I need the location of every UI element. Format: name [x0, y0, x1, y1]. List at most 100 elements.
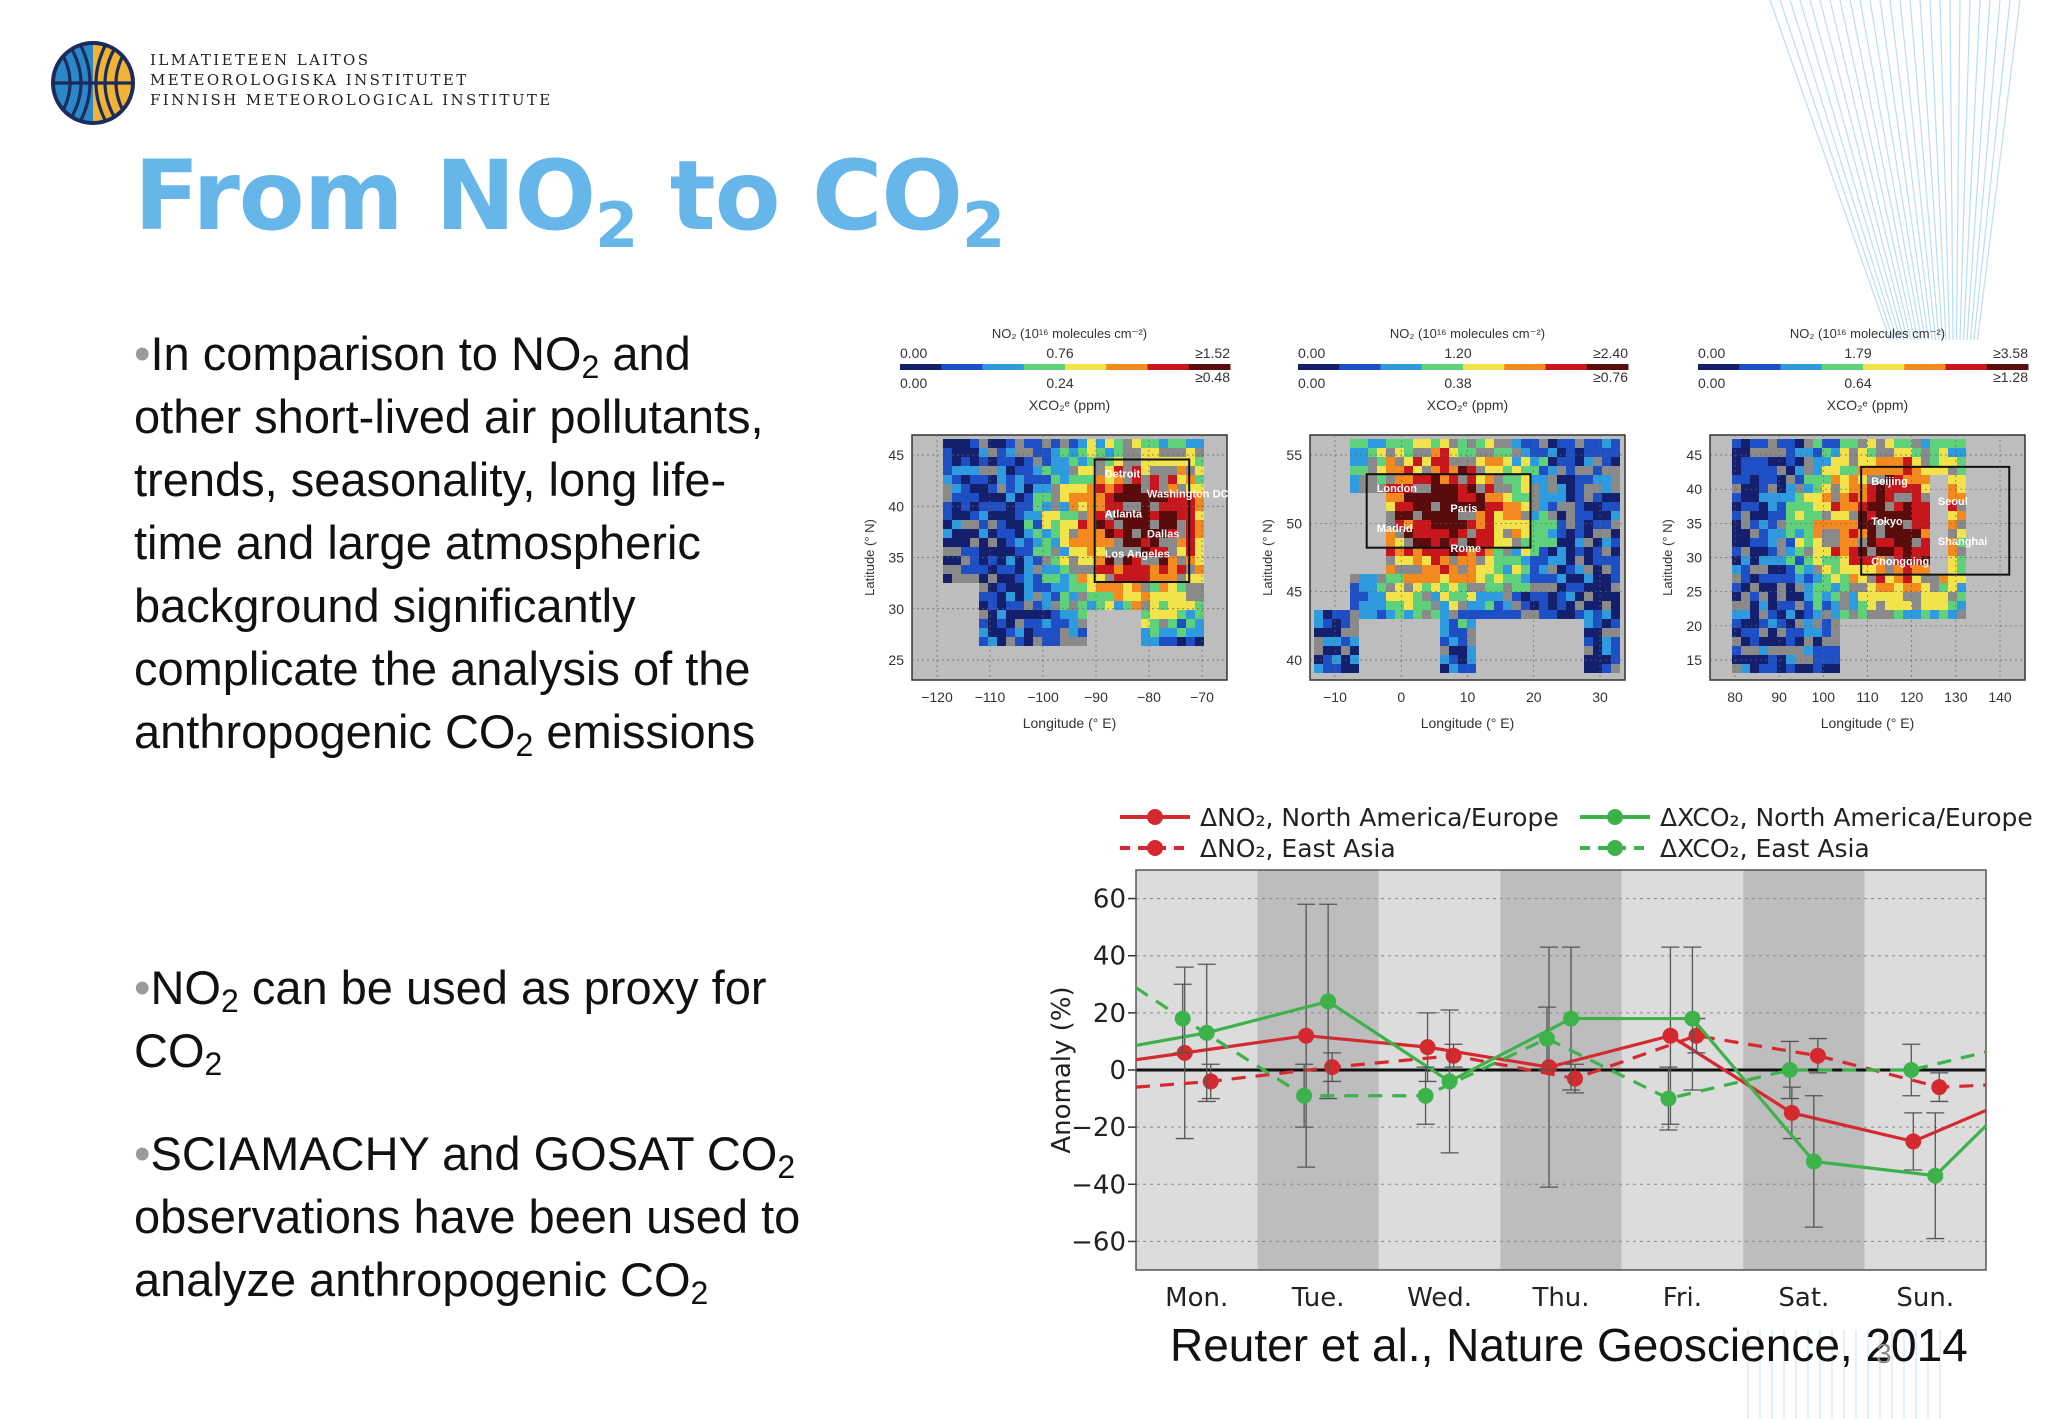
citation: Reuter et al., Nature Geoscience, 2014: [1170, 1319, 1968, 1371]
deco-line: [1809, 0, 1905, 341]
latitude-tick: 45: [888, 447, 904, 463]
data-point: [1783, 1104, 1800, 1121]
city-label: Atlanta: [1105, 509, 1143, 521]
data-point: [1419, 1039, 1436, 1056]
bullet-text: observations have been used to analyze a…: [134, 1190, 801, 1306]
legend-marker: [1147, 809, 1163, 825]
no2-colorbar-label: NO₂ (10¹⁶ molecules cm⁻²): [992, 326, 1147, 341]
colorbar-segment: [1698, 364, 1740, 370]
map-land-cells: [1732, 439, 1966, 673]
bullet-text: can be used as proxy for CO: [134, 961, 767, 1077]
latitude-tick: 45: [1286, 584, 1302, 600]
no2-tick: 0.76: [1046, 345, 1073, 361]
y-tick-label: 20: [1093, 999, 1126, 1029]
deco-line: [1829, 0, 1912, 341]
y-tick-label: 40: [1093, 942, 1126, 972]
y-tick-label: 60: [1093, 885, 1126, 915]
data-point: [1931, 1079, 1948, 1096]
latitude-tick: 40: [1286, 652, 1302, 668]
colorbar-segment: [1380, 364, 1423, 370]
bullet-subscript: 2: [581, 349, 600, 385]
title-subscript: 2: [962, 189, 1005, 262]
colorbar-segment: [1298, 364, 1340, 370]
latitude-tick: 45: [1686, 447, 1702, 463]
colorbar-segment: [1986, 364, 2029, 370]
series-2: [1135, 903, 1988, 1240]
colorbar-segment: [900, 364, 942, 370]
colorbar-segment: [1106, 364, 1148, 370]
colorbar-segment: [982, 364, 1025, 370]
map-x-axis-label: Longitude (° E): [1821, 715, 1915, 731]
bullet-text: and other short-lived air pollutants, tr…: [134, 327, 764, 758]
deco-line: [1959, 0, 1971, 341]
xco2-tick: 0.38: [1444, 375, 1471, 391]
no2-tick: 1.20: [1444, 345, 1471, 361]
longitude-tick: 20: [1526, 689, 1542, 705]
deco-line: [1962, 0, 1981, 341]
y-tick-label: 0: [1109, 1056, 1126, 1086]
study-region-box: [1860, 465, 2011, 576]
legend-marker: [1607, 809, 1623, 825]
x-tick-label: Thu.: [1531, 1283, 1589, 1310]
data-point: [1202, 1073, 1219, 1090]
no2-colorbar-label: NO₂ (10¹⁶ molecules cm⁻²): [1390, 326, 1545, 341]
data-point: [1324, 1059, 1341, 1076]
data-point: [1298, 1027, 1315, 1044]
xco2-tick: ≥0.48: [1195, 369, 1230, 385]
longitude-tick: 100: [1812, 689, 1836, 705]
deco-line: [1955, 0, 1961, 341]
bullet-1: •In comparison to NO2 and other short-li…: [134, 327, 764, 763]
no2-tick: 0.00: [1298, 345, 1325, 361]
colorbar-segment: [1780, 364, 1823, 370]
no2-tick: 0.00: [1698, 345, 1725, 361]
legend-entry: ΔXCO₂, East Asia: [1660, 834, 1870, 863]
longitude-tick: 120: [1900, 689, 1924, 705]
bullet-subscript: 2: [777, 1149, 796, 1185]
org-line-3: FINNISH METEOROLOGICAL INSTITUTE: [150, 91, 553, 109]
deco-line: [1839, 0, 1916, 341]
title-subscript: 2: [595, 189, 638, 262]
x-tick-label: Sat.: [1778, 1283, 1829, 1310]
city-label: Tokyo: [1871, 516, 1903, 528]
longitude-tick: 30: [1592, 689, 1608, 705]
colorbar-segment: [1188, 364, 1231, 370]
deco-line: [1909, 0, 1940, 341]
deco-line: [1779, 0, 1895, 341]
longitude-tick: 90: [1771, 689, 1787, 705]
no2-tick: 0.00: [900, 345, 927, 361]
longitude-tick: −70: [1190, 689, 1214, 705]
colorbar-segment: [1339, 364, 1381, 370]
xco2-tick: ≥0.76: [1593, 369, 1628, 385]
colorbar-segment: [1147, 364, 1190, 370]
y-axis-label: Anomaly (%): [1047, 986, 1077, 1153]
y-tick-label: −20: [1071, 1113, 1126, 1143]
bullet-text: emissions: [533, 705, 756, 758]
latitude-tick: 25: [1686, 584, 1702, 600]
x-tick-label: Sun.: [1896, 1283, 1954, 1310]
colorbar-segment: [1821, 364, 1864, 370]
slide-title: From NO2 to CO2: [134, 140, 1005, 262]
bullet-subscript: 2: [204, 1046, 223, 1082]
deco-line: [1789, 0, 1898, 341]
no2-tick: ≥2.40: [1593, 345, 1628, 361]
city-label: Washington DC: [1147, 489, 1229, 501]
latitude-tick: 35: [888, 550, 904, 566]
longitude-tick: −10: [1323, 689, 1347, 705]
deco-line: [1976, 0, 2021, 341]
deco-line: [1879, 0, 1930, 341]
legend-entry: ΔNO₂, East Asia: [1200, 834, 1396, 863]
bullet-subscript: 2: [515, 727, 534, 763]
study-region-box: [1093, 458, 1191, 583]
slide-number: 3: [1876, 1338, 1892, 1369]
legend-entry: ΔXCO₂, North America/Europe: [1660, 803, 2033, 832]
latitude-tick: 50: [1286, 515, 1302, 531]
colorbar-segment: [1863, 364, 1905, 370]
city-label: Paris: [1450, 503, 1477, 515]
title-part: From NO: [134, 140, 596, 252]
no2-tick: 1.79: [1844, 345, 1871, 361]
longitude-tick: −90: [1084, 689, 1108, 705]
data-point: [1445, 1047, 1462, 1064]
map-y-axis-label: Latitude (° N): [862, 519, 877, 596]
data-point: [1662, 1027, 1679, 1044]
